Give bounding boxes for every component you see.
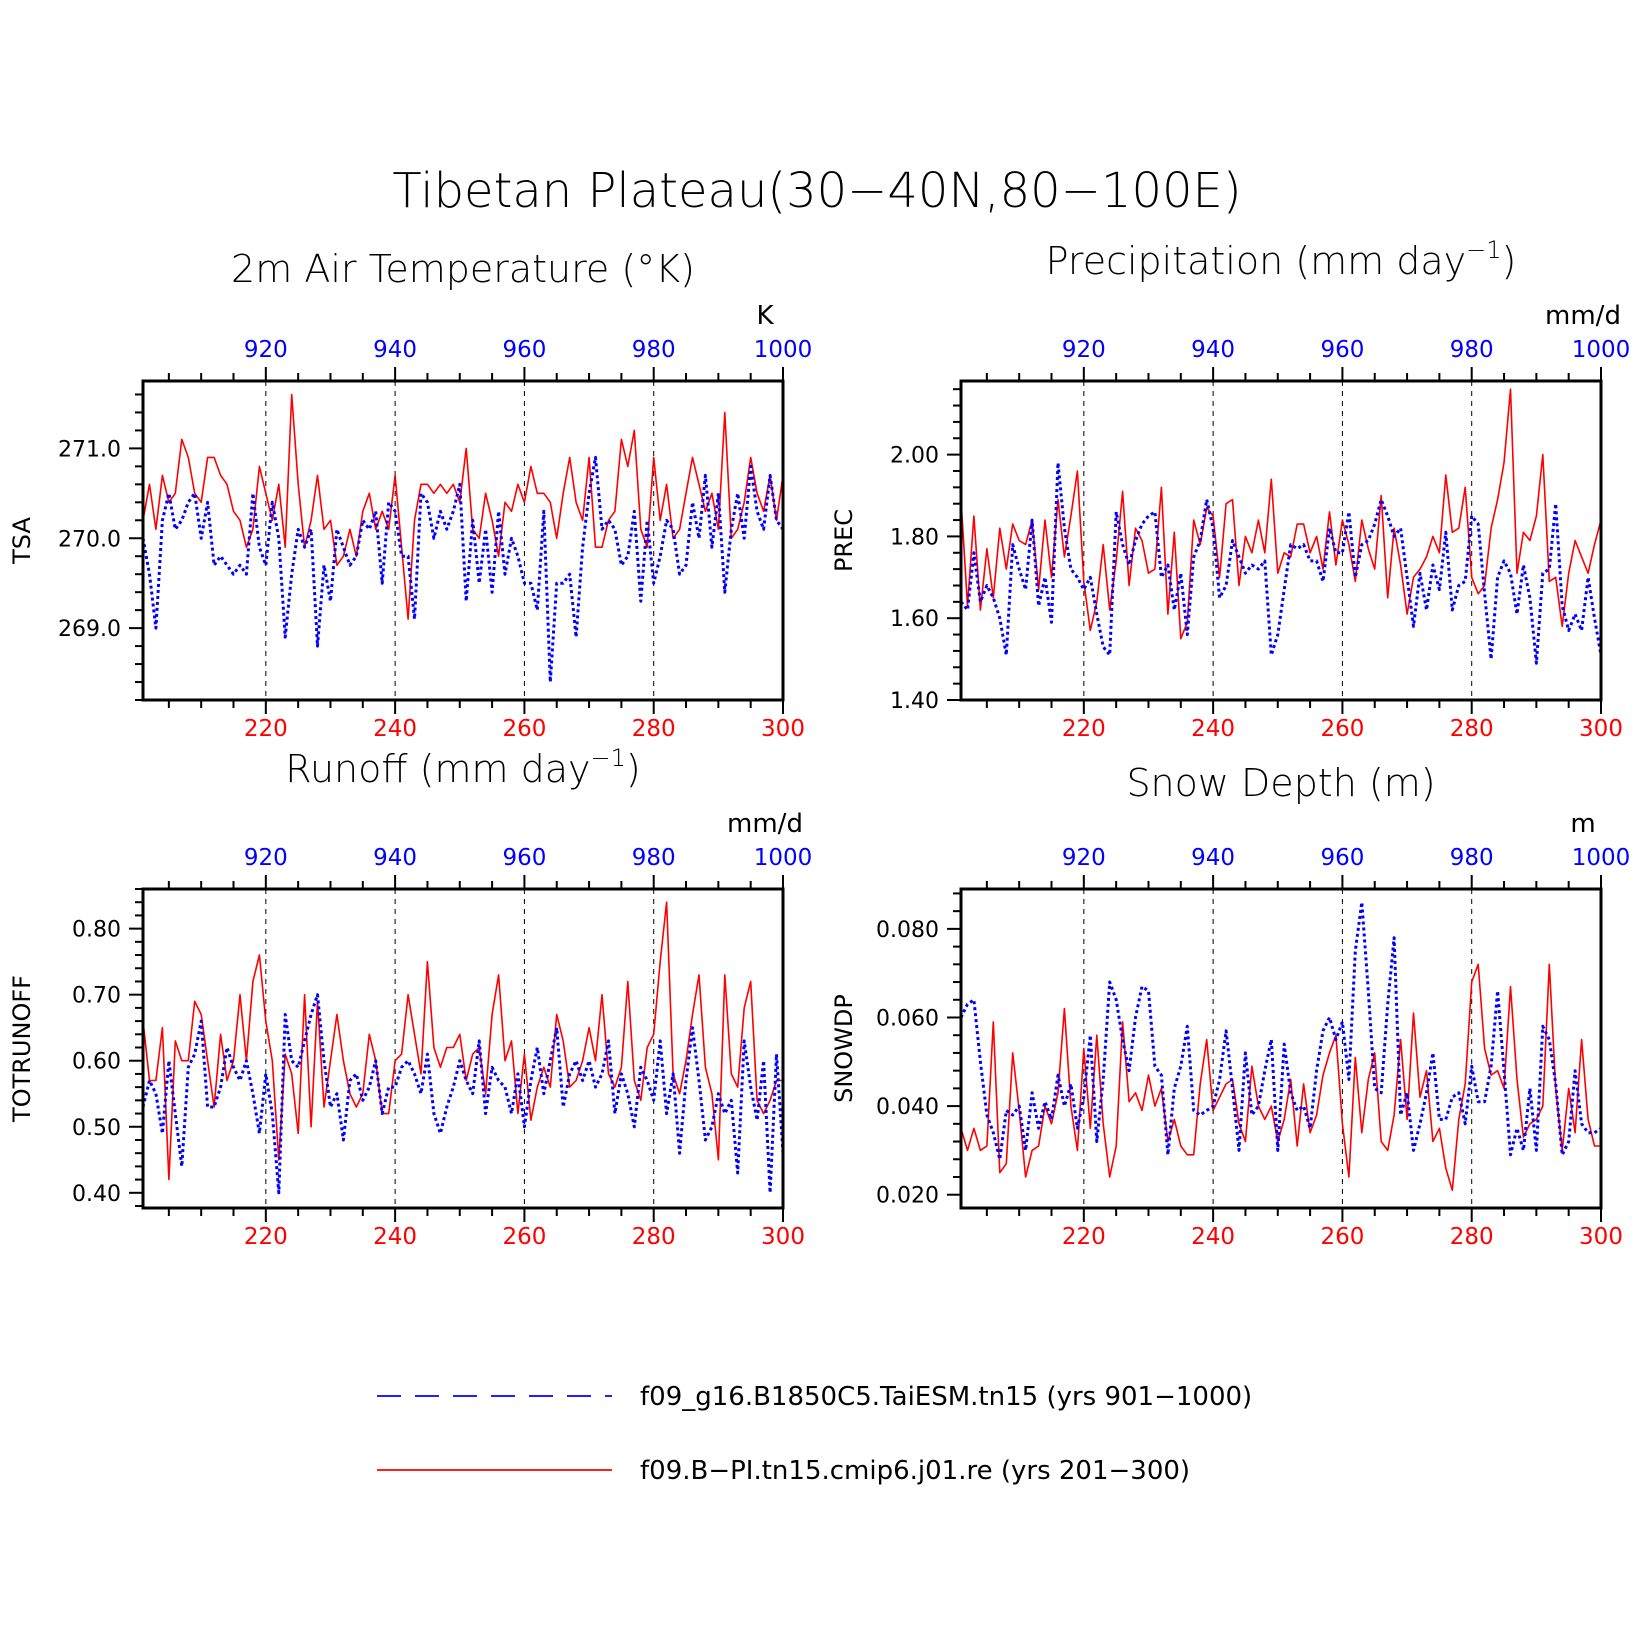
panel-snowdp: Snow Depth (m) m SNOWDP 0.020 0.040 0.060 0.08… [830,761,1630,1250]
y-tick-label: 0.80 [72,918,121,943]
y-tick-label: 0.40 [72,1182,121,1207]
units-label: mm/d [727,809,803,839]
x-bottom-tick-label: 280 [632,1224,676,1250]
y-tick-label: 269.0 [58,617,121,642]
panel-title-superscript: −1 [1466,236,1501,264]
panel-title: 2m Air Temperature (°K) [231,247,695,291]
x-top-tick-label: 980 [1450,845,1494,871]
series-line-taiesm [959,900,1602,1161]
x-bottom-tick-label: 280 [1450,716,1494,742]
x-top-tick-label: 940 [1191,845,1235,871]
legend: f09_g16.B1850C5.TaiESM.tn15 (yrs 901−100… [377,1382,1252,1486]
y-axis-label: TOTRUNOFF [8,975,36,1123]
x-bottom-tick-label: 280 [1450,1224,1494,1250]
series-line-taiesm [141,993,785,1195]
panel-title: Precipitation (mm day−1) [1046,236,1517,283]
x-bottom-tick-label: 300 [761,716,805,742]
x-top-tick-label: 940 [373,845,417,871]
x-bottom-tick-label: 300 [1579,716,1623,742]
panel-title-text: Runoff (mm day [285,747,590,791]
x-bottom-tick-label: 300 [761,1224,805,1250]
x-bottom-tick-label: 260 [502,1224,546,1250]
legend-label: f09.B−PI.tn15.cmip6.j01.re (yrs 201−300) [640,1456,1190,1486]
panel-title-end: ) [626,747,641,791]
x-bottom-tick-label: 260 [1320,1224,1364,1250]
y-tick-label: 0.020 [876,1184,939,1209]
legend-label: f09_g16.B1850C5.TaiESM.tn15 (yrs 901−100… [640,1382,1252,1412]
x-bottom-tick-label: 280 [632,716,676,742]
units-label: K [756,301,774,331]
y-tick-label: 0.040 [876,1095,939,1120]
x-top-tick-label: 1000 [754,845,813,871]
series-line-cmip6 [142,901,783,1181]
y-tick-label: 0.060 [876,1006,939,1031]
y-tick-label: 1.40 [890,689,939,714]
y-axis-label: TSA [8,517,36,565]
series-line-cmip6 [960,388,1602,640]
units-label: mm/d [1545,301,1621,331]
plot-frame [959,379,1603,702]
x-top-tick-label: 960 [1320,845,1364,871]
x-bottom-tick-label: 240 [373,1224,417,1250]
x-top-tick-label: 1000 [754,337,813,363]
x-top-tick-label: 1000 [1572,337,1631,363]
x-top-tick-label: 1000 [1572,845,1631,871]
x-top-tick-label: 960 [502,845,546,871]
x-top-tick-label: 940 [1191,337,1235,363]
x-top-tick-label: 960 [1320,337,1364,363]
panel-tsa: 2m Air Temperature (°K) K TSA 269.0 270.0 271… [8,247,812,742]
y-axis-label: PREC [830,509,858,572]
x-bottom-tick-label: 260 [1320,716,1364,742]
panels: 2m Air Temperature (°K) K TSA 269.0 270.0 271… [8,236,1630,1250]
x-top-tick-label: 940 [373,337,417,363]
figure-title: Tibetan Plateau(30−40N,80−100E) [392,163,1241,219]
y-tick-label: 1.60 [890,607,939,632]
x-top-tick-label: 920 [244,337,288,363]
panel-title-end: ) [1502,239,1517,283]
panel-title-text: Snow Depth (m) [1126,761,1435,805]
y-tick-label: 0.70 [72,984,121,1009]
plot-frame [959,887,1603,1210]
y-tick-label: 270.0 [58,527,121,552]
x-top-tick-label: 920 [1062,845,1106,871]
x-bottom-tick-label: 220 [244,716,288,742]
y-tick-label: 0.60 [72,1050,121,1075]
x-bottom-tick-label: 220 [1062,1224,1106,1250]
x-top-tick-label: 980 [1450,337,1494,363]
x-top-tick-label: 920 [1062,337,1106,363]
x-bottom-tick-label: 220 [1062,716,1106,742]
x-bottom-tick-label: 240 [373,716,417,742]
y-tick-label: 0.50 [72,1116,121,1141]
x-top-tick-label: 980 [632,845,676,871]
x-top-tick-label: 980 [632,337,676,363]
panel-title: Snow Depth (m) [1126,761,1435,805]
panel-title: Runoff (mm day−1) [285,744,640,791]
series-line-cmip6 [960,963,1601,1192]
y-tick-label: 271.0 [58,437,121,462]
panel-title-text: 2m Air Temperature (°K) [231,247,695,291]
panel-title-text: Precipitation (mm day [1046,239,1466,283]
y-tick-label: 1.80 [890,525,939,550]
panel-totrunoff: Runoff (mm day−1) mm/d TOTRUNOFF 0.40 0.50 0.… [8,744,812,1250]
y-tick-label: 0.080 [876,918,939,943]
x-top-tick-label: 960 [502,337,546,363]
y-axis-label: SNOWDP [830,994,858,1103]
units-label: m [1570,809,1595,839]
x-top-tick-label: 920 [244,845,288,871]
x-bottom-tick-label: 300 [1579,1224,1623,1250]
panel-prec: Precipitation (mm day−1) mm/d PREC 1.40 1.60… [830,236,1630,742]
plot-frame [141,379,785,702]
x-bottom-tick-label: 260 [502,716,546,742]
series-line-taiesm [959,461,1603,665]
x-bottom-tick-label: 240 [1191,716,1235,742]
panel-title-superscript: −1 [591,744,626,772]
x-bottom-tick-label: 240 [1191,1224,1235,1250]
x-bottom-tick-label: 220 [244,1224,288,1250]
y-tick-label: 2.00 [890,444,939,469]
